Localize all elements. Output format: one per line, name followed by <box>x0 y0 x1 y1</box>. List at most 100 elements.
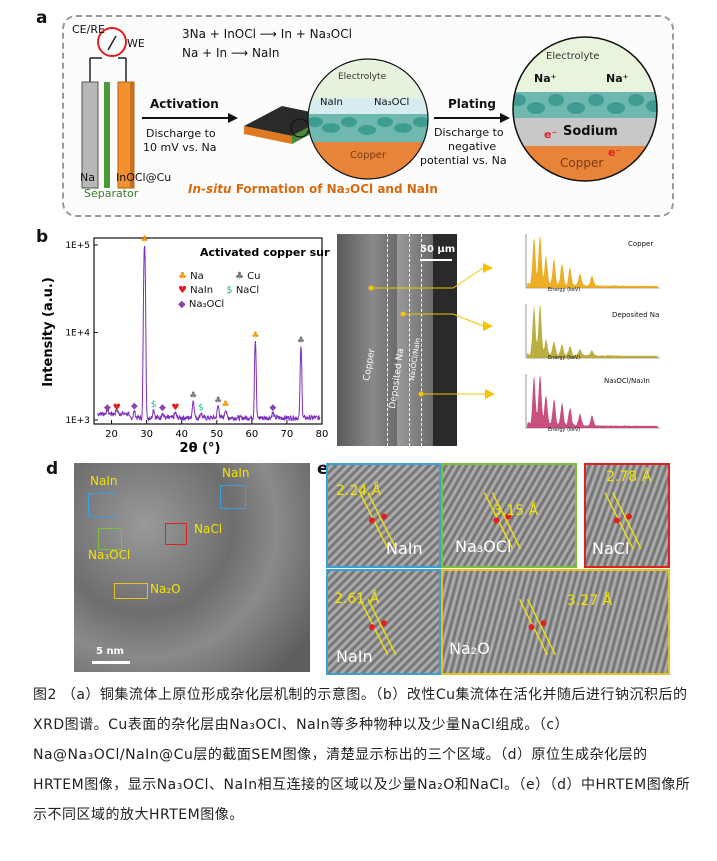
tile4-phase: NaIn <box>336 647 373 666</box>
region-na2o <box>114 583 148 599</box>
xrd-peak-marker: $ <box>151 400 157 410</box>
xrd-peak-marker: ♣ <box>297 336 305 346</box>
hrtem-tile-1: 2.24 Å NaIn <box>326 463 441 568</box>
activation-arrow <box>142 113 238 123</box>
xrd-xtick-label: 40 <box>175 429 188 440</box>
fringe-annotation <box>518 598 557 656</box>
fringe-dot <box>613 517 620 524</box>
xrd-peak-marker: ◆ <box>131 402 138 412</box>
we-label: WE <box>127 37 145 50</box>
panel-d-label: d <box>46 459 59 479</box>
sem-scale-label: 50 μm <box>420 244 456 255</box>
region-na3ocl <box>98 528 122 550</box>
zoom1-na3ocl: Na₃OCl <box>374 97 410 108</box>
inocl-cu-label: InOCl@Cu <box>116 171 172 184</box>
fringe-dot <box>493 517 500 524</box>
tile4-d-spacing: 2.61 Å <box>334 591 380 607</box>
plating-arrow <box>434 113 510 123</box>
na-electrode-label: Na <box>80 171 95 184</box>
xrd-plot-frame <box>93 237 323 425</box>
hrtem-overview-image <box>74 463 310 672</box>
xrd-xlabel: 2θ (°) <box>180 441 221 456</box>
xrd-peak-marker: ♥ <box>113 403 121 413</box>
xrd-peak-marker: ◆ <box>159 403 166 413</box>
xrd-ytick-label: 1E+4 <box>65 328 90 338</box>
region-nacl <box>165 523 187 545</box>
zoom1-electrolyte: Electrolyte <box>338 72 387 82</box>
legend-nain-icon: ♥ <box>178 285 187 296</box>
xrd-ylabel: Intensity (a.u.) <box>41 277 56 387</box>
xrd-peak-marker: ◆ <box>104 403 111 413</box>
legend-nacl: NaCl <box>235 285 260 296</box>
figure-caption: 图2 （a）铜集流体上原位形成杂化层机制的示意图。（b）改性Cu集流体在活化并随… <box>33 687 691 823</box>
hrtem-tile-2: 3.15 Å Na₃OCl <box>441 463 577 568</box>
legend-na3ocl: Na₃OCl <box>188 299 225 310</box>
plated-sodium-zoom <box>512 36 658 182</box>
sem-scale-bar <box>420 259 452 261</box>
fringe-dot <box>380 620 387 627</box>
fringe-dot <box>540 620 547 627</box>
fringe-annotation <box>359 598 397 656</box>
tile3-phase: NaCl <box>592 539 630 558</box>
sodium-layer-label: Sodium <box>563 124 618 139</box>
xrd-peak-marker: ♣ <box>221 400 229 410</box>
insitu-formation-title: In-situ Formation of Na₃OCl and NaIn <box>188 182 438 196</box>
xrd-peak-marker: ◆ <box>269 403 276 413</box>
activation-label: Activation <box>150 97 219 111</box>
eds-spectrum-area <box>527 376 658 428</box>
xrd-xtick-label: 20 <box>105 429 118 440</box>
xrd-xtick-label: 60 <box>245 429 258 440</box>
tem-scale-bar <box>92 661 130 664</box>
xrd-peak-marker: ♣ <box>214 396 222 406</box>
fringe-line <box>612 492 642 549</box>
electron-1: e⁻ <box>544 128 558 141</box>
eds-spectrum-area <box>527 236 658 288</box>
xrd-peak-marker: ♣ <box>140 235 148 245</box>
fringe-dot <box>528 624 535 631</box>
fringe-line <box>491 492 521 549</box>
panel-a-label: a <box>36 8 48 28</box>
eds-deposited-na-label: Deposited Na <box>612 311 660 319</box>
eds-spectrum-area <box>527 306 658 358</box>
plating-discharge-1: Discharge to <box>434 126 504 139</box>
legend-na-icon: ♣ <box>178 271 187 282</box>
xrd-peak-marker: $ <box>198 403 204 413</box>
tile5-phase: Na₂O <box>449 639 490 658</box>
xrd-ticks: 20 30 40 50 60 70 80 1E+5 1E+4 1E+3 <box>65 241 328 440</box>
panel-e-label: e <box>317 459 329 479</box>
fringe-dot <box>505 513 512 520</box>
electron-2: e⁻ <box>608 146 622 159</box>
eds-axis-3: Energy (keV) <box>548 427 581 433</box>
region-nain-2 <box>220 485 246 509</box>
legend-nacl-icon: $ <box>226 285 233 296</box>
plating-discharge-3: potential vs. Na <box>420 154 507 167</box>
tile2-d-spacing: 3.15 Å <box>493 503 539 519</box>
xrd-peak-markers: ♣♣♣♣ ♣ ♣$ $♥ ♥◆ ◆ ◆ ◆ <box>104 235 305 413</box>
xrd-peak-marker: ♥ <box>171 403 179 413</box>
tem-scale-label: 5 nm <box>96 646 124 657</box>
tile3-d-spacing: 2.78 Å <box>606 469 652 485</box>
xrd-xtick-label: 30 <box>140 429 153 440</box>
hrtem-tile-4: 2.61 Å NaIn <box>326 569 441 675</box>
region-nain-1 <box>88 493 116 517</box>
fringe-line <box>367 492 397 549</box>
fringe-annotation <box>604 492 642 549</box>
plating-discharge-2: negative <box>448 140 497 153</box>
legend-cu-icon: ♣ <box>234 271 244 282</box>
hrtem-tile-5: 3.27 Å Na₂O <box>441 569 670 675</box>
xrd-legend: ♣ Na ♣ Cu ♥ NaIn $ NaCl ◆ Na₃OCl <box>178 270 260 312</box>
zoom2-electrolyte: Electrolyte <box>546 51 600 62</box>
fringe-line <box>367 598 397 656</box>
region-nain-2-label: NaIn <box>222 466 250 480</box>
xrd-ytick-label: 1E+5 <box>65 241 90 251</box>
legend-nain: NaIn <box>190 285 214 296</box>
xrd-title: Activated copper surface <box>200 246 330 259</box>
legend-cu: Cu <box>247 271 261 282</box>
separator-label: Separator <box>84 187 139 200</box>
fringe-annotation <box>359 492 397 549</box>
discharge-line-2: 10 mV vs. Na <box>143 141 217 154</box>
region-nacl-label: NaCl <box>194 522 223 536</box>
legend-na: Na <box>190 271 204 282</box>
